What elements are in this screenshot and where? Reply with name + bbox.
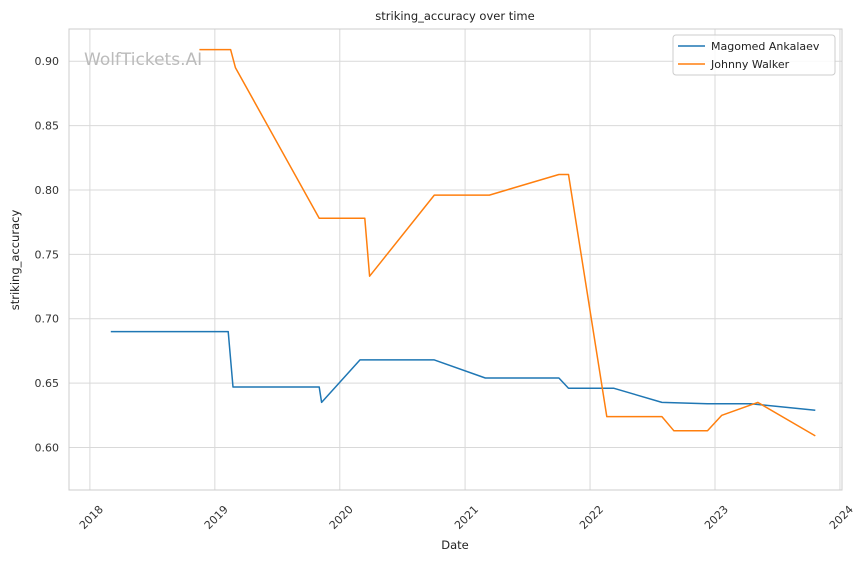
watermark: WolfTickets.AI <box>84 50 202 70</box>
y-axis-ticks: 0.60 0.65 0.70 0.75 0.80 0.85 0.90 <box>35 55 60 454</box>
y-axis-label: striking_accuracy <box>8 210 22 311</box>
y-tick-label: 0.70 <box>35 313 60 326</box>
y-tick-label: 0.85 <box>35 120 60 133</box>
x-tick-label: 2018 <box>77 503 106 532</box>
x-tick-label: 2022 <box>577 503 606 532</box>
series-line-johnny-walker <box>199 48 816 437</box>
legend: Magomed Ankalaev Johnny Walker <box>672 34 836 76</box>
x-tick-label: 2023 <box>702 503 731 532</box>
y-tick-label: 0.65 <box>35 377 60 390</box>
plot-frame <box>68 28 843 491</box>
series-lines <box>110 48 816 437</box>
y-tick-label: 0.75 <box>35 248 60 261</box>
legend-box <box>672 34 836 76</box>
x-tick-label: 2021 <box>452 503 481 532</box>
series-line-magomed-ankalaev <box>110 330 816 411</box>
y-tick-label: 0.80 <box>35 184 60 197</box>
x-tick-label: 2024 <box>827 503 856 532</box>
x-axis-ticks: 2018 2019 2020 2021 2022 2023 2024 <box>77 503 856 532</box>
y-tick-label: 0.60 <box>35 442 60 455</box>
x-axis-label: Date <box>441 538 469 552</box>
y-tick-label: 0.90 <box>35 55 60 68</box>
legend-label-ankalaev: Magomed Ankalaev <box>711 40 820 53</box>
chart-title: striking_accuracy over time <box>375 9 534 23</box>
legend-label-walker: Johnny Walker <box>710 58 790 71</box>
x-tick-label: 2019 <box>202 503 231 532</box>
x-tick-label: 2020 <box>327 503 356 532</box>
grid-lines <box>69 29 842 490</box>
